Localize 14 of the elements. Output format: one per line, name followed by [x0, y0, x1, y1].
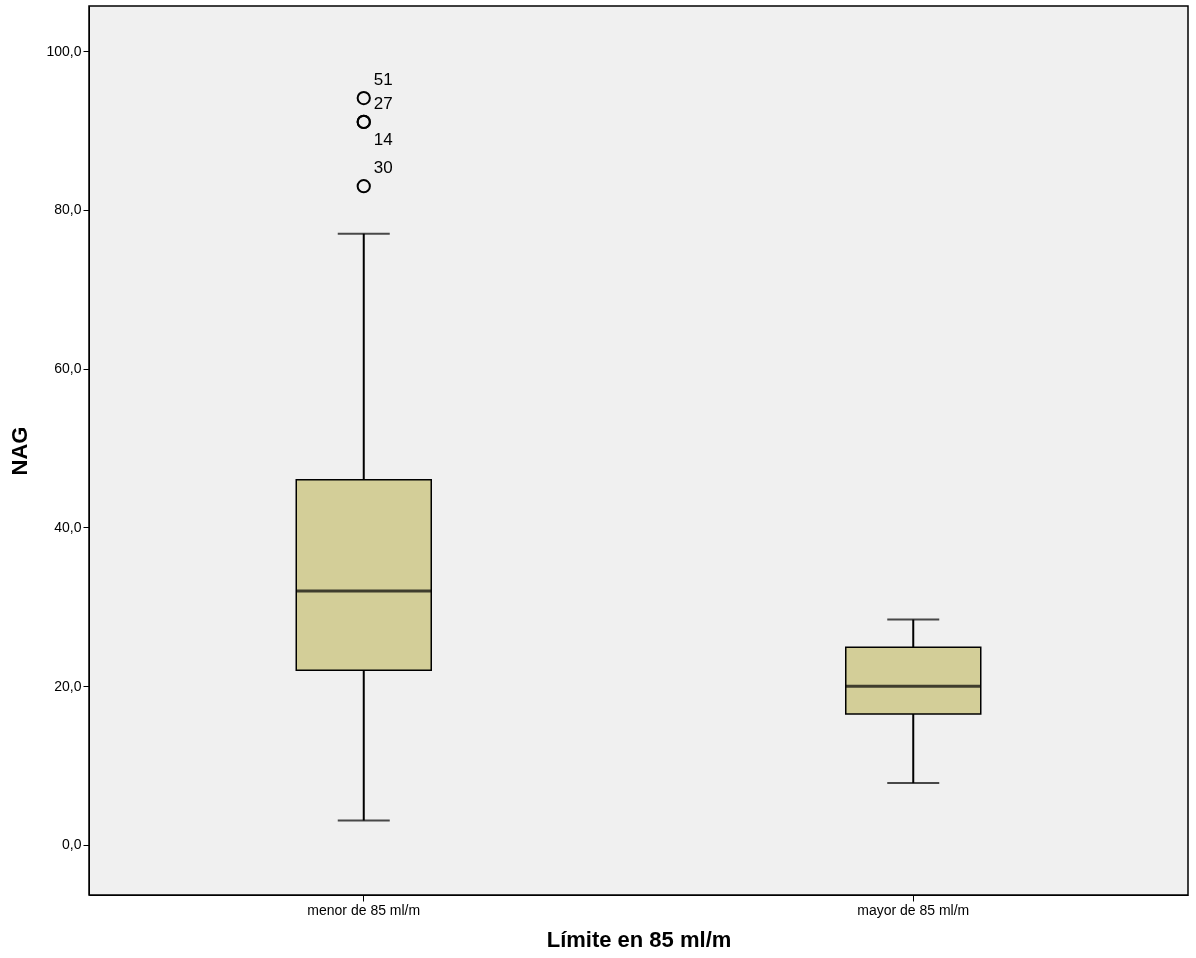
annotation: 27 [373, 93, 393, 113]
y-tick-label: 80,0 [54, 201, 82, 218]
annotation: 51 [373, 70, 393, 90]
y-tick-label: 60,0 [54, 360, 82, 377]
annotation: 14 [373, 129, 393, 149]
annotation: 30 [373, 158, 393, 178]
y-tick-label: 40,0 [54, 518, 82, 535]
y-tick-label: 0,0 [62, 836, 82, 853]
x-tick-label: mayor de 85 ml/m [857, 901, 970, 918]
y-tick-label: 20,0 [54, 677, 82, 694]
x-tick-label: menor de 85 ml/m [307, 901, 421, 918]
y-tick-label: 100,0 [46, 42, 82, 59]
y-axis-title: NAG [7, 426, 33, 476]
x-axis-title: Límite en 85 ml/m [546, 926, 732, 952]
